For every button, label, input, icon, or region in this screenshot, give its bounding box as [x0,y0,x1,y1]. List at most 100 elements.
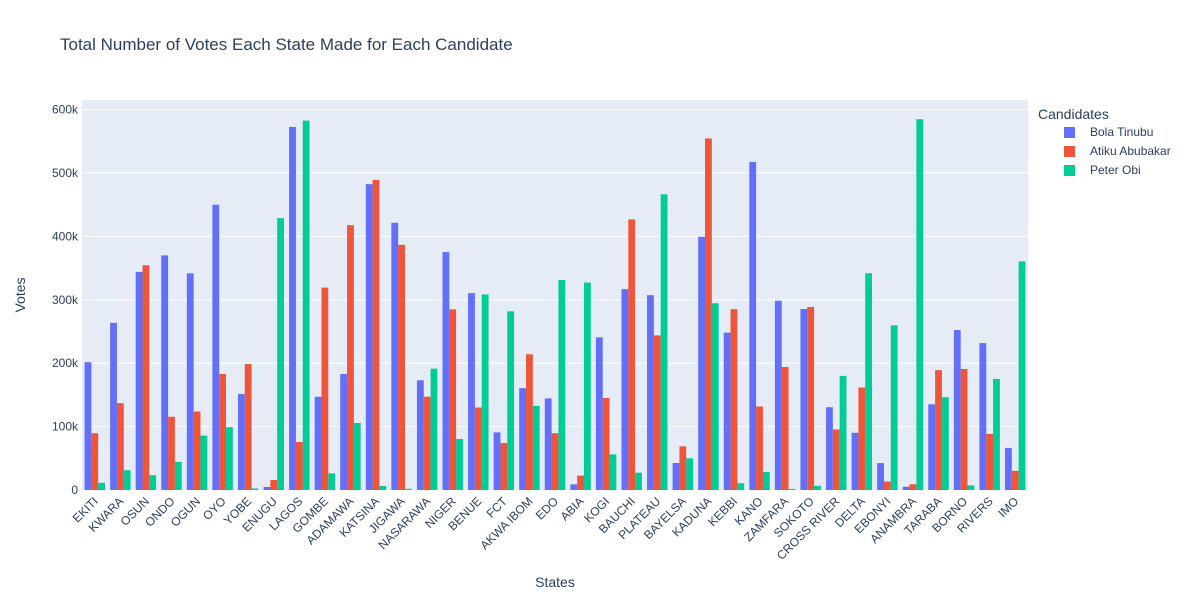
bar[interactable] [347,225,354,490]
bar[interactable] [551,433,559,490]
bar[interactable] [226,427,233,490]
bar[interactable] [858,387,866,490]
bar[interactable] [865,273,873,490]
bar[interactable] [839,375,847,490]
bar[interactable] [519,388,527,490]
bar[interactable] [135,271,143,490]
bar[interactable] [379,485,387,490]
bar[interactable] [263,486,271,490]
bar[interactable] [570,484,578,490]
bar[interactable] [826,407,833,490]
bar[interactable] [161,255,169,490]
bar[interactable] [200,435,208,490]
bar[interactable] [98,482,106,490]
bar[interactable] [398,244,406,490]
bar[interactable] [526,354,533,490]
bar[interactable] [902,486,910,490]
bar[interactable] [583,282,591,490]
bar[interactable] [186,273,194,490]
bar[interactable] [851,432,859,490]
bar[interactable] [532,405,540,490]
bar[interactable] [928,404,936,490]
bar[interactable] [609,454,617,490]
bar[interactable] [698,236,705,490]
legend-item[interactable]: Bola Tinubu [1090,125,1153,139]
bar[interactable] [237,393,245,490]
bar[interactable] [474,407,482,490]
bar[interactable] [372,179,380,490]
bar[interactable] [967,485,975,490]
bar[interactable] [941,397,949,490]
bar[interactable] [277,218,284,491]
bar[interactable] [704,138,712,490]
bar[interactable] [328,473,336,490]
bar[interactable] [1011,470,1019,490]
bar[interactable] [149,475,157,490]
bar[interactable] [456,438,463,490]
bar[interactable] [602,397,610,490]
bar[interactable] [116,403,124,490]
bar[interactable] [391,222,399,490]
bar[interactable] [500,442,508,490]
bar[interactable] [979,343,987,490]
bar[interactable] [481,294,489,490]
bar[interactable] [762,471,770,490]
bar[interactable] [295,441,303,490]
bar[interactable] [814,485,821,490]
bar[interactable] [960,368,968,490]
bar[interactable] [628,219,636,490]
bar[interactable] [442,252,450,490]
bar[interactable] [314,396,322,490]
bar[interactable] [84,362,92,490]
bar[interactable] [749,161,757,490]
bar[interactable] [635,472,642,490]
bar[interactable] [468,293,475,490]
bar[interactable] [660,194,668,491]
bar[interactable] [142,265,150,490]
bar[interactable] [916,119,924,490]
bar[interactable] [449,309,457,490]
bar[interactable] [877,463,884,490]
legend-item[interactable]: Atiku Abubakar [1090,144,1171,158]
bar[interactable] [302,120,310,491]
bar[interactable] [405,488,412,490]
bar[interactable] [788,488,796,490]
bar[interactable] [686,458,694,490]
bar[interactable] [730,309,738,490]
bar[interactable] [353,423,361,490]
bar[interactable] [577,475,584,490]
bar[interactable] [423,396,431,490]
bar[interactable] [321,287,329,490]
bar[interactable] [430,368,438,490]
bar[interactable] [270,480,278,490]
bar[interactable] [168,416,175,490]
bar[interactable] [212,204,220,490]
bar[interactable] [711,303,719,490]
bar[interactable] [647,295,654,490]
bar[interactable] [340,374,348,490]
bar[interactable] [993,378,1000,490]
bar[interactable] [174,461,182,490]
bar[interactable] [653,335,661,490]
bar[interactable] [774,300,782,490]
bar[interactable] [110,322,117,490]
bar[interactable] [219,373,227,490]
bar[interactable] [244,364,252,490]
bar[interactable] [832,429,840,490]
bar[interactable] [251,488,259,490]
bar[interactable] [807,306,815,490]
bar[interactable] [781,366,789,490]
bar[interactable] [723,332,731,490]
bar[interactable] [756,406,763,490]
bar[interactable] [800,308,808,490]
bar[interactable] [953,330,961,490]
bar[interactable] [91,433,99,490]
bar[interactable] [544,398,552,490]
bar[interactable] [193,411,201,490]
bar[interactable] [935,370,942,490]
bar[interactable] [621,289,629,490]
bar[interactable] [679,446,687,490]
bar[interactable] [507,311,515,490]
bar[interactable] [1004,447,1012,490]
bar[interactable] [558,279,566,490]
